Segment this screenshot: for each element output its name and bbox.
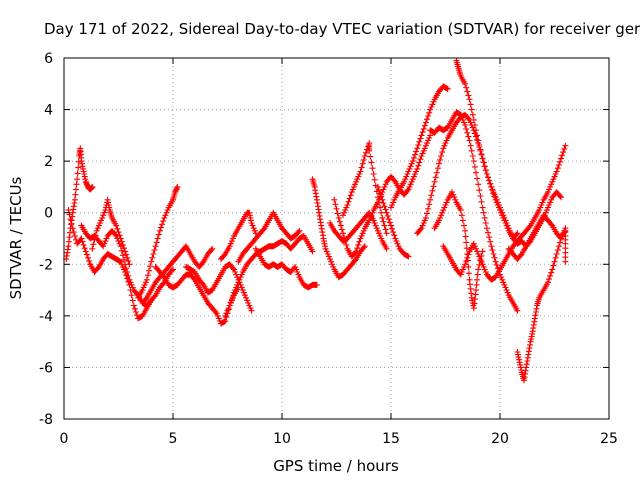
series-pass-01 bbox=[63, 145, 96, 263]
series-pass-17 bbox=[374, 183, 412, 260]
series-pass-08 bbox=[183, 261, 255, 314]
series-pass-16 bbox=[340, 140, 390, 237]
series-pass-11 bbox=[235, 209, 303, 265]
series-pass-20 bbox=[427, 109, 521, 314]
y-tick-label: 6 bbox=[44, 51, 53, 67]
plus-markers bbox=[63, 145, 96, 263]
grid bbox=[64, 58, 609, 419]
series-pass-04 bbox=[89, 196, 133, 268]
plus-markers bbox=[252, 245, 320, 291]
x-tick-label: 0 bbox=[60, 431, 69, 447]
y-tick-label: 2 bbox=[44, 154, 53, 170]
x-axis-label: GPS time / hours bbox=[273, 457, 399, 475]
series-pass-05 bbox=[135, 183, 181, 301]
y-axis-label: SDTVAR / TECUs bbox=[7, 176, 25, 299]
plus-markers bbox=[218, 209, 259, 263]
series-pass-02 bbox=[65, 207, 155, 322]
y-tick-label: -2 bbox=[39, 257, 53, 273]
plus-markers bbox=[89, 196, 133, 268]
y-tick-labels: -8 -6 -4 -2 0 2 4 6 bbox=[39, 51, 53, 428]
plus-markers bbox=[222, 232, 316, 319]
plot-frame bbox=[63, 57, 610, 420]
x-tick-label: 10 bbox=[273, 431, 291, 447]
y-tick-label: -4 bbox=[39, 309, 53, 325]
plus-markers bbox=[505, 212, 569, 263]
plus-markers bbox=[374, 183, 412, 260]
plus-markers bbox=[65, 207, 155, 322]
series-pass-06 bbox=[139, 243, 216, 306]
x-tick-label: 20 bbox=[491, 431, 509, 447]
plus-markers bbox=[340, 140, 390, 237]
series-pass-10 bbox=[222, 232, 316, 319]
series-pass-21 bbox=[431, 189, 486, 312]
series-pass-09 bbox=[218, 209, 259, 263]
y-tick-label: 0 bbox=[44, 206, 53, 222]
x-tick-label: 25 bbox=[600, 431, 618, 447]
plus-markers bbox=[309, 176, 368, 281]
series-pass-24 bbox=[514, 225, 569, 384]
axis-ticks bbox=[63, 57, 610, 420]
series-pass-12 bbox=[252, 245, 320, 291]
x-tick-label: 5 bbox=[169, 431, 178, 447]
plus-markers bbox=[427, 109, 521, 314]
data-marks bbox=[63, 57, 569, 384]
series-pass-25 bbox=[505, 212, 569, 263]
plus-markers bbox=[388, 83, 451, 211]
y-tick-label: 4 bbox=[44, 103, 53, 119]
plus-markers bbox=[431, 189, 486, 312]
plus-markers bbox=[327, 209, 390, 252]
series-pass-18 bbox=[388, 83, 451, 211]
x-tick-labels: 0 5 10 15 20 25 bbox=[60, 431, 618, 447]
plus-markers bbox=[183, 261, 255, 314]
plus-markers bbox=[139, 243, 216, 306]
plus-markers bbox=[514, 225, 569, 384]
plus-markers bbox=[235, 209, 303, 265]
y-tick-label: -6 bbox=[39, 360, 53, 376]
y-tick-label: -8 bbox=[39, 412, 53, 428]
series-pass-15 bbox=[327, 209, 390, 252]
x-tick-label: 15 bbox=[382, 431, 400, 447]
series-pass-13 bbox=[309, 176, 368, 281]
chart-title: Day 171 of 2022, Sidereal Day-to-day VTE… bbox=[44, 20, 640, 38]
plus-markers bbox=[135, 183, 181, 301]
